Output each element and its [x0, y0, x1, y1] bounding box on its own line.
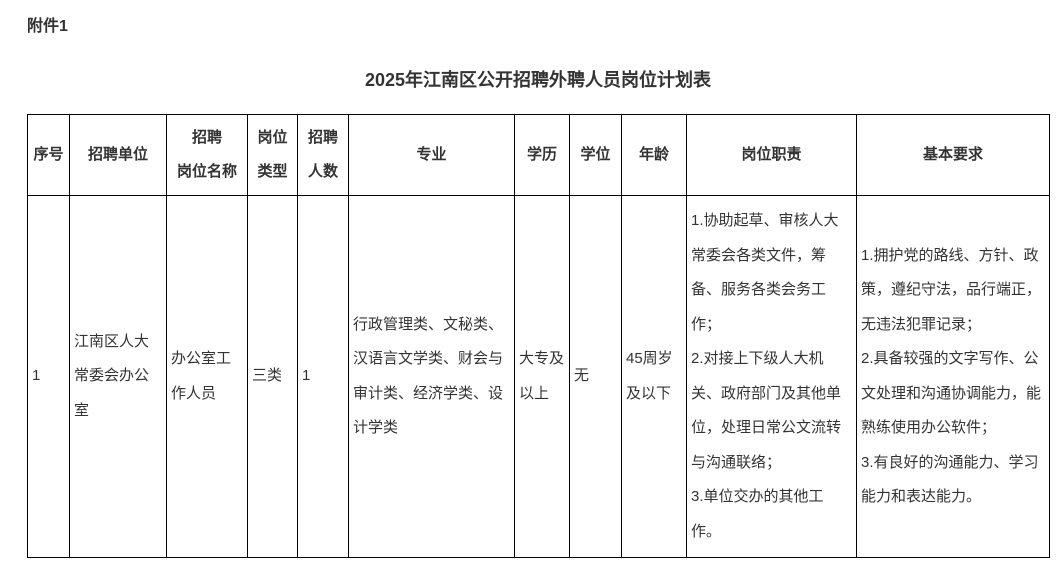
header-headcount: 招聘 人数	[297, 114, 349, 196]
table-header-row: 序号 招聘单位 招聘 岗位名称 岗位 类型 招聘 人数 专业 学历 学位 年龄 …	[27, 114, 1050, 196]
header-duties: 岗位职责	[686, 114, 857, 196]
header-serial-number: 序号	[27, 114, 70, 196]
header-degree: 学位	[569, 114, 622, 196]
cell-position-name: 办公室工作人员	[166, 195, 248, 558]
cell-duties: 1.协助起草、审核人大常委会各类文件，筹备、服务各类会务工作； 2.对接上下级人…	[686, 195, 857, 558]
cell-requirements: 1.拥护党的路线、方针、政策，遵纪守法，品行端正，无违法犯罪记录； 2.具备较强…	[856, 195, 1050, 558]
cell-education: 大专及以上	[514, 195, 570, 558]
cell-degree: 无	[569, 195, 622, 558]
cell-headcount: 1	[297, 195, 349, 558]
header-age: 年龄	[621, 114, 687, 196]
cell-recruiting-unit: 江南区人大常委会办公室	[69, 195, 167, 558]
cell-major: 行政管理类、文秘类、汉语言文学类、财会与审计类、经济学类、设计学类	[348, 195, 515, 558]
header-recruiting-unit: 招聘单位	[69, 114, 167, 196]
page-title: 2025年江南区公开招聘外聘人员岗位计划表	[364, 70, 712, 90]
header-major: 专业	[348, 114, 515, 196]
header-position-type: 岗位 类型	[247, 114, 298, 196]
table-row: 1 江南区人大常委会办公室 办公室工作人员 三类 1 行政管理类、文秘类、汉语言…	[27, 195, 1050, 558]
recruitment-plan-table: 序号 招聘单位 招聘 岗位名称 岗位 类型 招聘 人数 专业 学历 学位 年龄 …	[27, 114, 1050, 558]
cell-serial-number: 1	[27, 195, 70, 558]
header-education: 学历	[514, 114, 570, 196]
header-requirements: 基本要求	[856, 114, 1050, 196]
cell-position-type: 三类	[247, 195, 298, 558]
attachment-label: 附件1	[27, 18, 68, 35]
cell-age: 45周岁及以下	[621, 195, 687, 558]
header-position-name: 招聘 岗位名称	[166, 114, 248, 196]
